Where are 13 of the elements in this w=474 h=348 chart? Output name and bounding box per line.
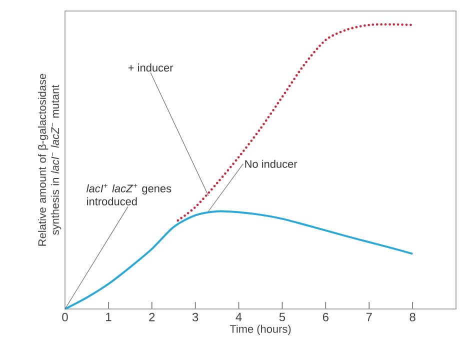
x-tick-label: 2: [149, 312, 155, 322]
x-tick-label: 1: [106, 312, 112, 322]
x-tick-label: 4: [236, 312, 242, 322]
x-tick-label: 7: [366, 312, 372, 322]
x-tick-label: 3: [192, 312, 198, 322]
x-tick-label: 8: [410, 312, 416, 322]
x-tick-label: 6: [322, 312, 328, 322]
annotation: lacI$^{+}$ lacZ$^{+}$ genes introduced: [86, 184, 172, 206]
x-tick-label: 5: [279, 312, 286, 322]
x-axis-title: Time (hours): [230, 324, 291, 336]
text: No inducer: [245, 160, 298, 168]
text: + inducer: [128, 64, 174, 72]
x-tick-label: 0: [62, 312, 68, 322]
